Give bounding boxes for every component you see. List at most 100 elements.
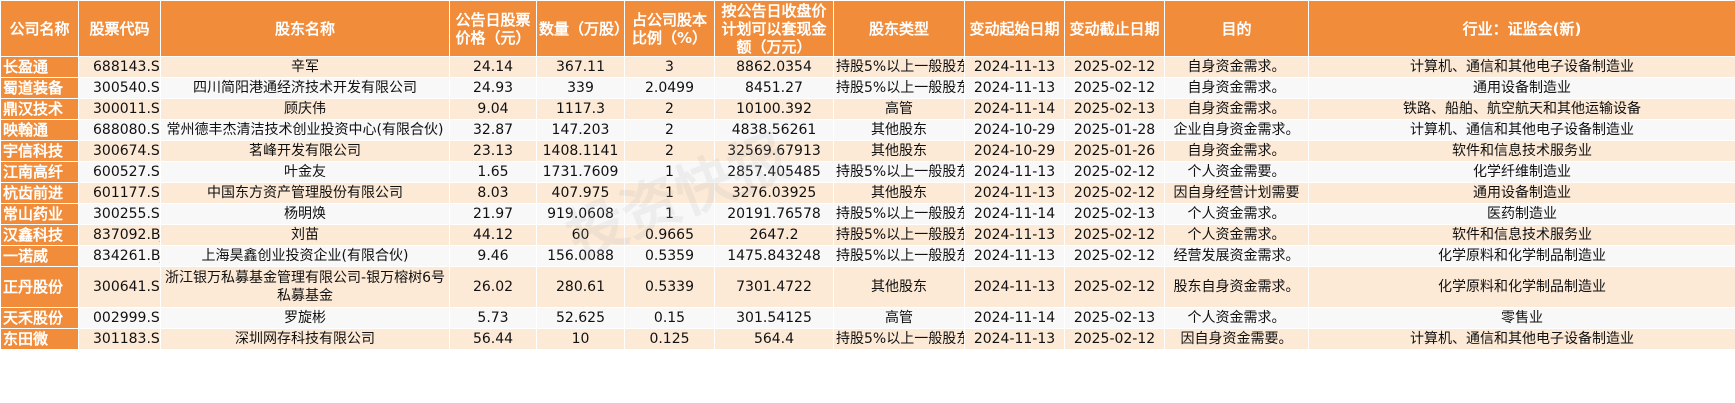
cell-price: 24.14: [449, 56, 537, 78]
cell-quantity: 60: [536, 224, 625, 246]
cell-company: 映翰通: [0, 119, 79, 141]
cell-price: 26.02: [449, 266, 537, 308]
table-row[interactable]: 长盈通688143.SH辛军24.14367.1138862.0354持股5%以…: [0, 56, 1735, 78]
cell-holder-type: 其他股东: [833, 182, 965, 204]
cell-cash-amount: 564.4: [714, 328, 834, 350]
cell-price: 24.93: [449, 77, 537, 99]
cell-company: 常山药业: [0, 203, 79, 225]
cell-price: 9.04: [449, 98, 537, 120]
cell-start-date: 2024-10-29: [964, 119, 1065, 141]
cell-purpose: 个人资金需要。: [1164, 161, 1309, 183]
cell-end-date: 2025-02-12: [1064, 56, 1165, 78]
cell-purpose: 经营发展资金需求。: [1164, 245, 1309, 267]
cell-purpose: 自身资金需求。: [1164, 56, 1309, 78]
table-row[interactable]: 蜀道装备300540.SZ四川简阳港通经济技术开发有限公司24.933392.0…: [0, 77, 1735, 99]
header-ratio[interactable]: 占公司股本比例（%）: [624, 0, 715, 57]
cell-holder-type: 持股5%以上一般股东: [833, 328, 965, 350]
header-holder-type[interactable]: 股东类型: [833, 0, 965, 57]
cell-shareholder: 上海昊鑫创业投资企业(有限合伙): [160, 245, 450, 267]
table-row[interactable]: 东田微301183.SZ深圳网存科技有限公司56.44100.125564.4持…: [0, 328, 1735, 350]
cell-end-date: 2025-02-12: [1064, 161, 1165, 183]
cell-cash-amount: 4838.56261: [714, 119, 834, 141]
table-row[interactable]: 宇信科技300674.SZ茗峰开发有限公司23.131408.114123256…: [0, 140, 1735, 162]
cell-industry: 计算机、通信和其他电子设备制造业: [1308, 56, 1735, 78]
cell-start-date: 2024-11-14: [964, 307, 1065, 329]
cell-ratio: 1: [624, 203, 715, 225]
cell-cash-amount: 2857.405485: [714, 161, 834, 183]
header-purpose[interactable]: 目的: [1164, 0, 1309, 57]
cell-cash-amount: 1475.843248: [714, 245, 834, 267]
cell-holder-type: 持股5%以上一般股东: [833, 161, 965, 183]
cell-price: 32.87: [449, 119, 537, 141]
cell-quantity: 339: [536, 77, 625, 99]
cell-ratio: 0.125: [624, 328, 715, 350]
cell-cash-amount: 2647.2: [714, 224, 834, 246]
cell-company: 一诺威: [0, 245, 79, 267]
header-company[interactable]: 公司名称: [0, 0, 79, 57]
cell-end-date: 2025-02-13: [1064, 98, 1165, 120]
cell-shareholder: 茗峰开发有限公司: [160, 140, 450, 162]
cell-ratio: 2: [624, 119, 715, 141]
table-row[interactable]: 映翰通688080.SH常州德丰杰清洁技术创业投资中心(有限合伙)32.8714…: [0, 119, 1735, 141]
cell-industry: 软件和信息技术服务业: [1308, 224, 1735, 246]
cell-start-date: 2024-11-13: [964, 266, 1065, 308]
table-row[interactable]: 江南高纤600527.SH叶金友1.651731.760912857.40548…: [0, 161, 1735, 183]
cell-ratio: 1: [624, 182, 715, 204]
header-industry[interactable]: 行业：证监会(新): [1308, 0, 1735, 57]
cell-purpose: 自身资金需求。: [1164, 98, 1309, 120]
cell-stock-code: 300255.SZ: [78, 203, 161, 225]
table-row[interactable]: 杭齿前进601177.SH中国东方资产管理股份有限公司8.03407.97513…: [0, 182, 1735, 204]
cell-start-date: 2024-11-13: [964, 77, 1065, 99]
cell-cash-amount: 3276.03925: [714, 182, 834, 204]
cell-holder-type: 持股5%以上一般股东: [833, 203, 965, 225]
cell-ratio: 2: [624, 98, 715, 120]
header-shareholder[interactable]: 股东名称: [160, 0, 450, 57]
cell-shareholder: 叶金友: [160, 161, 450, 183]
table-row[interactable]: 鼎汉技术300011.SZ顾庆伟9.041117.3210100.392高管20…: [0, 98, 1735, 120]
cell-stock-code: 300540.SZ: [78, 77, 161, 99]
cell-cash-amount: 32569.67913: [714, 140, 834, 162]
cell-cash-amount: 301.54125: [714, 307, 834, 329]
cell-company: 长盈通: [0, 56, 79, 78]
cell-ratio: 0.9665: [624, 224, 715, 246]
header-quantity[interactable]: 数量（万股）: [536, 0, 625, 57]
cell-company: 汉鑫科技: [0, 224, 79, 246]
table-row[interactable]: 正丹股份300641.SZ浙江银万私募基金管理有限公司-银万榕树6号私募基金26…: [0, 266, 1735, 308]
cell-stock-code: 688143.SH: [78, 56, 161, 78]
header-start-date[interactable]: 变动起始日期: [964, 0, 1065, 57]
cell-company: 宇信科技: [0, 140, 79, 162]
table-row[interactable]: 天禾股份002999.SZ罗旋彬5.7352.6250.15301.54125高…: [0, 307, 1735, 329]
header-cash-amount[interactable]: 按公告日收盘价计划可以套现金额（万元）: [714, 0, 834, 57]
cell-purpose: 个人资金需求。: [1164, 203, 1309, 225]
cell-stock-code: 002999.SZ: [78, 307, 161, 329]
cell-end-date: 2025-01-26: [1064, 140, 1165, 162]
header-price[interactable]: 公告日股票价格（元）: [449, 0, 537, 57]
cell-industry: 铁路、船舶、航空航天和其他运输设备: [1308, 98, 1735, 120]
cell-purpose: 股东自身资金需求。: [1164, 266, 1309, 308]
cell-holder-type: 持股5%以上一般股东: [833, 224, 965, 246]
cell-company: 鼎汉技术: [0, 98, 79, 120]
cell-holder-type: 高管: [833, 98, 965, 120]
cell-purpose: 个人资金需求。: [1164, 307, 1309, 329]
cell-holder-type: 高管: [833, 307, 965, 329]
header-end-date[interactable]: 变动截止日期: [1064, 0, 1165, 57]
cell-stock-code: 300674.SZ: [78, 140, 161, 162]
cell-company: 天禾股份: [0, 307, 79, 329]
table-row[interactable]: 一诺威 834261.BJ 上海昊鑫创业投资企业(有限合伙) 9.46 156.0088…: [0, 245, 1735, 267]
table-row[interactable]: 常山药业300255.SZ杨明焕21.97919.0608120191.7657…: [0, 203, 1735, 225]
cell-price: 56.44: [449, 328, 537, 350]
cell-start-date: 2024-11-14: [964, 98, 1065, 120]
cell-start-date: 2024-10-29: [964, 140, 1065, 162]
cell-start-date: 2024-11-13: [964, 182, 1065, 204]
cell-company: 东田微: [0, 328, 79, 350]
cell-purpose: 自身资金需求。: [1164, 77, 1309, 99]
cell-stock-code: 300011.SZ: [78, 98, 161, 120]
cell-cash-amount: 7301.4722: [714, 266, 834, 308]
header-stock-code[interactable]: 股票代码: [78, 0, 161, 57]
table-row[interactable]: 汉鑫科技 837092.BJ 刘苗 44.12 60 0.9665 2647.2 持股5%以上…: [0, 224, 1735, 246]
cell-start-date: 2024-11-13: [964, 245, 1065, 267]
cell-start-date: 2024-11-13: [964, 56, 1065, 78]
cell-end-date: 2025-02-13: [1064, 307, 1165, 329]
cell-shareholder: 辛军: [160, 56, 450, 78]
cell-end-date: 2025-02-12: [1064, 245, 1165, 267]
